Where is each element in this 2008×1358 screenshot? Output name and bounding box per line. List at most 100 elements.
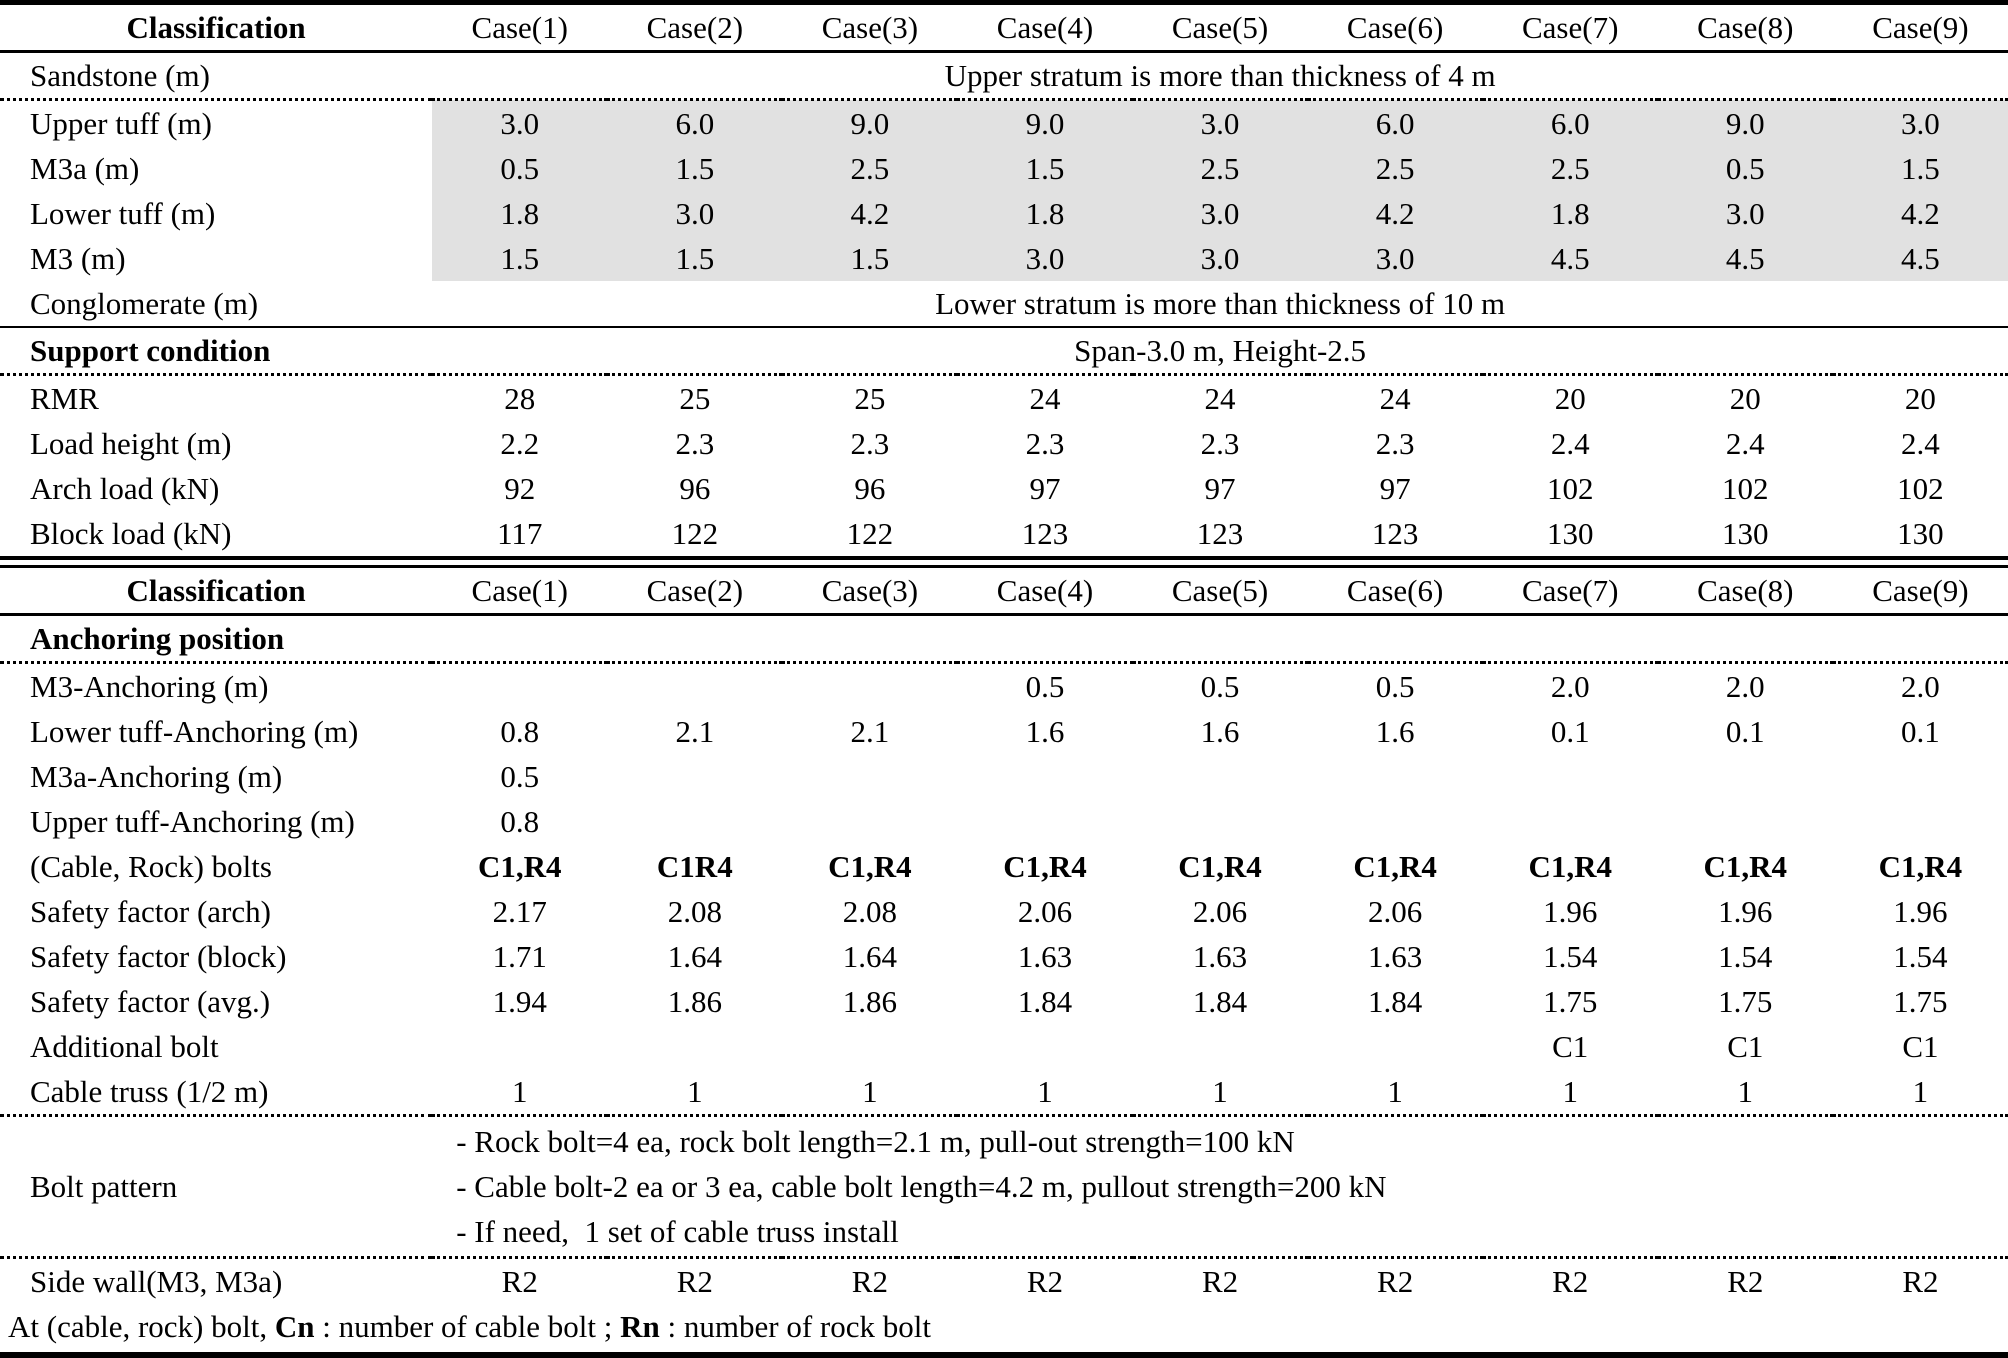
- table2-cell-r9-case6: [1308, 1024, 1483, 1069]
- table1-cell-r10-case4: 123: [1021, 515, 1069, 551]
- footnote-segment-5: : number of rock bolt: [659, 1309, 931, 1344]
- table2-row-10: Cable truss (1/2 m) 1 1 1 1 1 1 1 1 1: [0, 1069, 2008, 1117]
- table2-row-label-12: Side wall(M3, M3a): [30, 1263, 283, 1299]
- table1-cell-r10-case7: 130: [1546, 515, 1594, 551]
- table1-case-header-9: Case(9): [1832, 5, 2008, 53]
- table2-cell-r2-case3: 2.1: [850, 713, 890, 749]
- table1-row-2: M3a (m) 0.5 1.5 2.5 1.5 2.5 2.5 2.5 0.5 1.5: [0, 146, 2008, 191]
- table2-cell-r12-case5: R2: [1201, 1263, 1239, 1299]
- table2-cell-r1-case5: 0.5: [1200, 668, 1240, 704]
- table1-cell-r7-case3: 25: [854, 380, 886, 416]
- table1-row-label-8: Load height (m): [30, 425, 232, 461]
- table1-cell-r9-case2: 96: [679, 470, 711, 506]
- table2-row-label-1: M3-Anchoring (m): [30, 668, 269, 704]
- table2-cell-r6-case5: 2.06: [1192, 893, 1248, 929]
- table2-cell-r8-case1: 1.94: [492, 983, 547, 1019]
- table1-row-label-0: Sandstone (m): [0, 51, 433, 101]
- table1-cell-r2-case7: 2.5: [1482, 146, 1658, 191]
- table2-cell-r10-case2: 1: [607, 1069, 783, 1117]
- table2-case-header-3: Case(3): [782, 566, 958, 616]
- table2-cell-r1-case6: 0.5: [1375, 668, 1415, 704]
- table2-cell-r4-case9: [1833, 799, 2008, 844]
- table1-row-0: Sandstone (m) Upper stratum is more than …: [0, 51, 2008, 101]
- table1-row-label-3: Lower tuff (m): [30, 195, 216, 231]
- table2-cell-r7-case8: 1.54: [1718, 938, 1773, 974]
- table2-cell-r8-case2: 1.86: [667, 983, 722, 1019]
- table1-row-label-5: Conglomerate (m): [0, 281, 433, 328]
- table1-cell-r4-case2: 1.5: [607, 236, 783, 281]
- table2-cell-r1-case7: 2.0: [1550, 668, 1590, 704]
- table1-cell-r10-case6: 123: [1371, 515, 1419, 551]
- table2-row-label-5: (Cable, Rock) bolts: [30, 848, 272, 884]
- table2-cell-r7-case9: 1.54: [1893, 938, 1948, 974]
- table1-case-header-1: Case(1): [432, 5, 608, 53]
- table2-cell-r10-case5: 1: [1132, 1069, 1308, 1117]
- table1-merged-text-0: Upper stratum is more than thickness of …: [432, 51, 2008, 101]
- table2-cell-r1-case4: 0.5: [1025, 668, 1065, 704]
- table1-row-label-2: M3a (m): [30, 150, 140, 186]
- table2-row-5: (Cable, Rock) bolts C1,R4 C1R4 C1,R4 C1,R4 C1…: [0, 844, 2008, 889]
- table1-cell-r9-case7: 102: [1546, 470, 1594, 506]
- table2-row-label-6: Safety factor (arch): [30, 893, 271, 929]
- table2-case-header-7: Case(7): [1482, 566, 1658, 616]
- table1-row-5: Conglomerate (m) Lower stratum is more th…: [0, 281, 2008, 328]
- table1-row-9: Arch load (kN) 92 96 96 97 97 97 102 102 102: [0, 466, 2008, 511]
- table1-cell-r4-case3: 1.5: [782, 236, 958, 281]
- table2-case-header-8: Case(8): [1657, 566, 1833, 616]
- table2-cell-r10-case8: 1: [1657, 1069, 1833, 1117]
- table2-cell-r2-case7: 0.1: [1550, 713, 1590, 749]
- table1-cell-r7-case7: 20: [1554, 380, 1586, 416]
- table2-cell-r9-case3: [782, 1024, 957, 1069]
- table2-cell-r6-case6: 2.06: [1368, 893, 1423, 929]
- table1-case-header-7: Case(7): [1482, 5, 1658, 53]
- table1-cell-r7-case5: 24: [1204, 380, 1236, 416]
- table2-merged-text-0: [432, 614, 2008, 664]
- table2-cell-r3-case3: [782, 754, 957, 799]
- table2-cell-r6-case3: 2.08: [842, 893, 898, 929]
- table1-cell-r3-case1: 1.8: [432, 191, 608, 236]
- table1-merged-text-6: Span-3.0 m, Height-2.5: [432, 327, 2008, 376]
- table1-cell-r2-case4: 1.5: [957, 146, 1133, 191]
- table1-case-header-4: Case(4): [957, 5, 1133, 53]
- table2-cell-r3-case6: [1308, 754, 1483, 799]
- table2-cell-r4-case7: [1483, 799, 1658, 844]
- table1-cell-r9-case4: 97: [1029, 470, 1061, 506]
- table1-row-label-4: M3 (m): [30, 240, 126, 276]
- table2-cell-r12-case1: R2: [501, 1263, 538, 1299]
- table2-cell-r10-case6: 1: [1307, 1069, 1483, 1117]
- table1-cell-r2-case3: 2.5: [782, 146, 958, 191]
- table1-cell-r8-case7: 2.4: [1550, 425, 1590, 461]
- table2-row-label-2: Lower tuff-Anchoring (m): [30, 713, 359, 749]
- table2-cell-r12-case4: R2: [1026, 1263, 1064, 1299]
- table2-row-label-8: Safety factor (avg.): [30, 983, 271, 1019]
- table1-row-3: Lower tuff (m) 1.8 3.0 4.2 1.8 3.0 4.2 1.8 3.0 4.…: [0, 191, 2008, 236]
- table1-cell-r1-case6: 6.0: [1307, 99, 1483, 146]
- table2-cell-r12-case3: R2: [851, 1263, 888, 1299]
- table2-row-label-3: M3a-Anchoring (m): [30, 758, 283, 794]
- table2-row-label-4: Upper tuff-Anchoring (m): [30, 803, 355, 839]
- table1-cell-r10-case5: 123: [1196, 515, 1244, 551]
- table1-row-label-9: Arch load (kN): [30, 470, 220, 506]
- table1-header-row: Classification Case(1) Case(2) Case(3) Case(…: [0, 5, 2008, 53]
- table2-row-label-7: Safety factor (block): [30, 938, 287, 974]
- table2-pattern-line-3: - If need, 1 set of cable truss install: [456, 1213, 899, 1249]
- table1-cell-r2-case9: 1.5: [1832, 146, 2008, 191]
- table1-cell-r4-case8: 4.5: [1657, 236, 1833, 281]
- table1-row-4: M3 (m) 1.5 1.5 1.5 3.0 3.0 3.0 4.5 4.5 4.5: [0, 236, 2008, 281]
- table2-cell-r6-case7: 1.96: [1543, 893, 1598, 929]
- table1-cell-r10-case9: 130: [1897, 515, 1944, 551]
- table2-cell-r4-case2: [607, 799, 782, 844]
- table1-cell-r2-case2: 1.5: [607, 146, 783, 191]
- table2-cell-r3-case1: 0.5: [500, 758, 540, 794]
- table1-cell-r1-case9: 3.0: [1832, 99, 2008, 146]
- table1-cell-r2-case6: 2.5: [1307, 146, 1483, 191]
- table2-cell-r7-case1: 1.71: [492, 938, 547, 974]
- table2-cell-r12-case8: R2: [1727, 1263, 1764, 1299]
- table1-cell-r3-case6: 4.2: [1307, 191, 1483, 236]
- table1-cell-r8-case2: 2.3: [675, 425, 715, 461]
- table2-cell-r5-case8: C1,R4: [1703, 848, 1788, 884]
- table1-cell-r10-case8: 130: [1722, 515, 1769, 551]
- table2-cell-r9-case4: [957, 1024, 1132, 1069]
- table2-cell-r8-case7: 1.75: [1543, 983, 1598, 1019]
- table2-cell-r7-case2: 1.64: [667, 938, 722, 974]
